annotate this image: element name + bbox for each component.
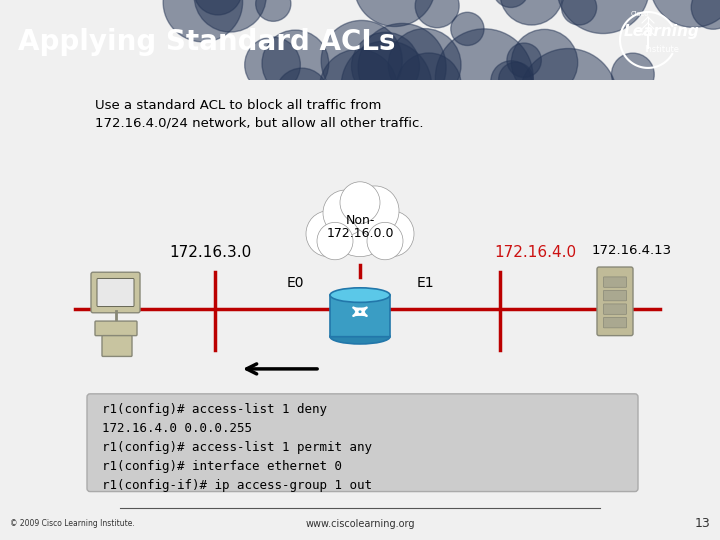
FancyBboxPatch shape — [87, 394, 638, 491]
Text: 172.16.4.0: 172.16.4.0 — [494, 245, 576, 260]
Text: 13: 13 — [694, 517, 710, 530]
Circle shape — [388, 29, 461, 102]
Circle shape — [491, 61, 532, 102]
Text: Institute: Institute — [644, 45, 680, 55]
Circle shape — [650, 0, 720, 28]
Circle shape — [341, 41, 431, 131]
Text: E0: E0 — [287, 276, 304, 290]
FancyBboxPatch shape — [330, 295, 390, 336]
Text: Learning: Learning — [624, 24, 700, 39]
Circle shape — [436, 29, 534, 126]
Text: 172.16.3.0: 172.16.3.0 — [169, 245, 251, 260]
Circle shape — [557, 0, 649, 33]
Circle shape — [163, 0, 243, 42]
Text: Cisco: Cisco — [631, 11, 649, 17]
Circle shape — [245, 37, 300, 93]
Circle shape — [500, 0, 563, 25]
Circle shape — [351, 32, 420, 100]
Circle shape — [328, 190, 392, 256]
Text: 172.16.4.13: 172.16.4.13 — [592, 244, 672, 256]
FancyBboxPatch shape — [95, 321, 137, 336]
Circle shape — [262, 30, 329, 97]
FancyBboxPatch shape — [603, 318, 626, 328]
Circle shape — [562, 0, 597, 25]
Circle shape — [256, 0, 291, 21]
FancyBboxPatch shape — [603, 304, 626, 314]
Circle shape — [499, 62, 534, 97]
Circle shape — [397, 53, 462, 118]
Text: S0: S0 — [368, 237, 385, 251]
Circle shape — [367, 222, 403, 260]
Text: www.ciscolearning.org: www.ciscolearning.org — [305, 519, 415, 529]
Circle shape — [276, 68, 328, 121]
Text: 172.16.4.0/24 network, but allow all other traffic.: 172.16.4.0/24 network, but allow all oth… — [95, 116, 423, 129]
Circle shape — [492, 0, 529, 8]
Circle shape — [194, 0, 242, 15]
Circle shape — [306, 211, 350, 256]
FancyBboxPatch shape — [597, 267, 633, 336]
FancyBboxPatch shape — [102, 336, 132, 356]
Circle shape — [317, 222, 353, 260]
Circle shape — [507, 43, 541, 77]
Circle shape — [511, 29, 577, 96]
Text: Applying Standard ACLs: Applying Standard ACLs — [18, 28, 395, 56]
Circle shape — [415, 0, 459, 28]
Ellipse shape — [330, 329, 390, 344]
Circle shape — [321, 21, 402, 102]
Circle shape — [194, 0, 266, 32]
Text: Use a standard ACL to block all traffic from: Use a standard ACL to block all traffic … — [95, 99, 382, 112]
Circle shape — [351, 186, 399, 236]
FancyBboxPatch shape — [603, 291, 626, 301]
Circle shape — [370, 211, 414, 256]
Circle shape — [519, 49, 617, 146]
Circle shape — [451, 12, 484, 45]
Circle shape — [340, 182, 380, 224]
Text: E1: E1 — [416, 276, 434, 290]
FancyBboxPatch shape — [603, 277, 626, 287]
Circle shape — [320, 49, 397, 127]
Circle shape — [323, 190, 367, 236]
Text: r1(config)# access-list 1 deny
172.16.4.0 0.0.0.255
r1(config)# access-list 1 pe: r1(config)# access-list 1 deny 172.16.4.… — [102, 403, 372, 492]
Ellipse shape — [330, 288, 390, 302]
Circle shape — [358, 23, 446, 111]
Text: © 2009 Cisco Learning Institute.: © 2009 Cisco Learning Institute. — [10, 519, 135, 529]
Circle shape — [354, 0, 436, 26]
Text: 172.16.0.0: 172.16.0.0 — [326, 227, 394, 240]
Text: Non-: Non- — [346, 214, 374, 227]
Circle shape — [691, 0, 720, 29]
FancyBboxPatch shape — [97, 279, 134, 307]
Circle shape — [611, 53, 654, 96]
FancyBboxPatch shape — [91, 272, 140, 313]
